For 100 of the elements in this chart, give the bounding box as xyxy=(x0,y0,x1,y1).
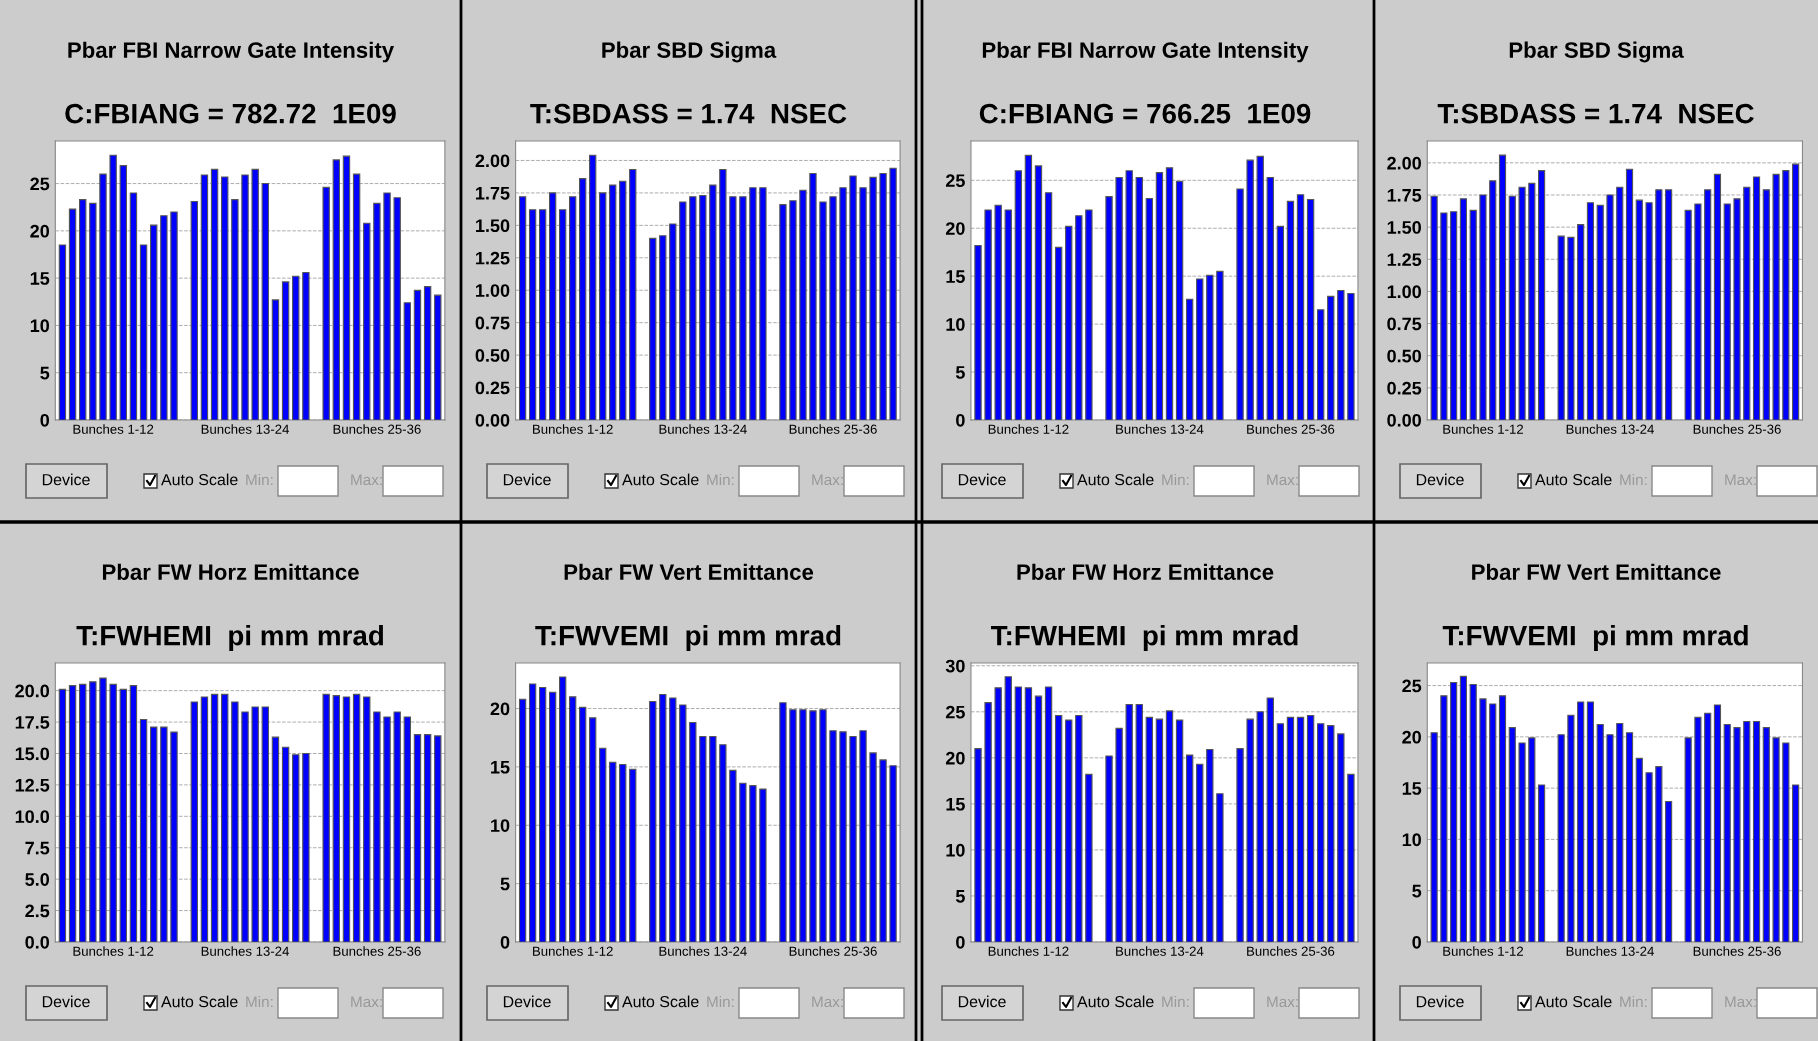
bar xyxy=(528,683,537,942)
y-tick-label: 0.75 xyxy=(1387,317,1422,331)
bar xyxy=(1743,186,1751,420)
bar xyxy=(1655,189,1663,420)
bar xyxy=(829,196,837,420)
bar xyxy=(423,286,432,420)
bar xyxy=(434,294,442,420)
bar xyxy=(1075,714,1083,942)
chart-title: Pbar FBI Narrow Gate Intensity xyxy=(68,41,395,63)
y-tick-label: 25 xyxy=(945,705,965,719)
bar xyxy=(689,721,697,942)
bar xyxy=(518,196,527,420)
bar xyxy=(1694,716,1702,942)
bar xyxy=(1296,716,1305,942)
bar xyxy=(1792,784,1800,942)
bar xyxy=(1684,209,1692,420)
bar xyxy=(849,175,857,420)
bar xyxy=(879,172,887,420)
bar xyxy=(434,735,442,942)
bar xyxy=(1034,695,1043,942)
bar xyxy=(1489,180,1497,420)
chart-subtitle: T:FWHEMI pi mm mrad xyxy=(991,625,1298,651)
bar xyxy=(1014,686,1023,942)
bar xyxy=(719,168,727,420)
bar xyxy=(1206,748,1214,942)
y-tick-label: 10 xyxy=(491,819,510,832)
bar xyxy=(849,735,857,942)
bar xyxy=(589,717,597,942)
x-tick-label: Bunches 1-12 xyxy=(533,424,613,434)
y-tick-label: 20 xyxy=(30,224,50,238)
bar xyxy=(160,215,168,420)
bar xyxy=(1085,209,1093,420)
bar xyxy=(1459,675,1468,942)
bar xyxy=(1236,188,1244,420)
text: Auto Scale xyxy=(622,473,699,486)
bar xyxy=(1004,676,1012,942)
bar xyxy=(1256,155,1264,420)
y-tick-label: 0 xyxy=(500,935,510,949)
bar xyxy=(1004,209,1012,420)
bar xyxy=(119,688,127,942)
y-tick-label: 0.25 xyxy=(475,381,510,395)
bar xyxy=(579,706,587,942)
bar xyxy=(342,696,351,942)
bar xyxy=(538,209,547,420)
y-tick-label: 1.75 xyxy=(476,187,510,200)
chart-title: Pbar FW Vert Emittance xyxy=(564,563,814,580)
bar xyxy=(170,731,178,942)
bar xyxy=(1430,732,1438,942)
bar xyxy=(1479,698,1487,942)
bar xyxy=(292,754,300,942)
bar xyxy=(1528,737,1536,942)
bar xyxy=(1024,154,1033,420)
bar xyxy=(1065,225,1073,420)
bar xyxy=(1155,718,1164,942)
bar xyxy=(609,761,617,942)
bar xyxy=(1743,720,1751,942)
bar xyxy=(548,691,557,942)
bar xyxy=(281,746,290,942)
bar xyxy=(1165,710,1174,942)
bar xyxy=(1165,167,1174,420)
bar xyxy=(1498,695,1507,942)
bar xyxy=(1538,170,1546,420)
bar xyxy=(1586,202,1595,420)
bar xyxy=(1665,189,1673,420)
x-tick-label: Bunches 1-12 xyxy=(988,946,1069,956)
bar xyxy=(759,187,767,420)
bar xyxy=(1713,173,1722,420)
bar xyxy=(119,165,127,420)
y-tick-label: 17.5 xyxy=(15,716,50,729)
bar xyxy=(759,788,767,942)
bar xyxy=(1276,225,1285,420)
chart-subtitle: T:SBDASS = 1.74 NSEC xyxy=(530,103,847,124)
y-tick-label: 0 xyxy=(1412,935,1421,949)
bar xyxy=(1044,686,1053,942)
bar xyxy=(383,192,391,420)
bar xyxy=(342,155,351,420)
chart-subtitle: T:FWVEMI pi mm mrad xyxy=(1442,625,1748,651)
bar xyxy=(869,176,877,420)
x-tick-label: Bunches 25-36 xyxy=(1247,424,1335,434)
bar xyxy=(1635,199,1643,420)
bar xyxy=(1459,198,1468,420)
bar xyxy=(1306,198,1315,420)
bar xyxy=(809,172,817,420)
text: Auto Scale xyxy=(622,995,699,1008)
bar xyxy=(719,744,727,942)
bar xyxy=(974,748,982,942)
bar xyxy=(629,768,637,942)
bar xyxy=(1286,200,1295,420)
x-tick-label: Bunches 25-36 xyxy=(789,946,877,956)
x-tick-label: Bunches 1-12 xyxy=(73,946,154,956)
bar xyxy=(659,235,667,420)
bar xyxy=(1065,719,1073,942)
bar xyxy=(789,200,797,420)
y-tick-label: 1.00 xyxy=(1387,285,1421,299)
bar xyxy=(869,752,877,942)
bar xyxy=(1440,695,1448,942)
x-tick-label: Bunches 25-36 xyxy=(1693,946,1781,956)
bar xyxy=(1034,165,1043,420)
y-tick-label: 0.25 xyxy=(1387,381,1422,395)
bar xyxy=(231,199,239,420)
